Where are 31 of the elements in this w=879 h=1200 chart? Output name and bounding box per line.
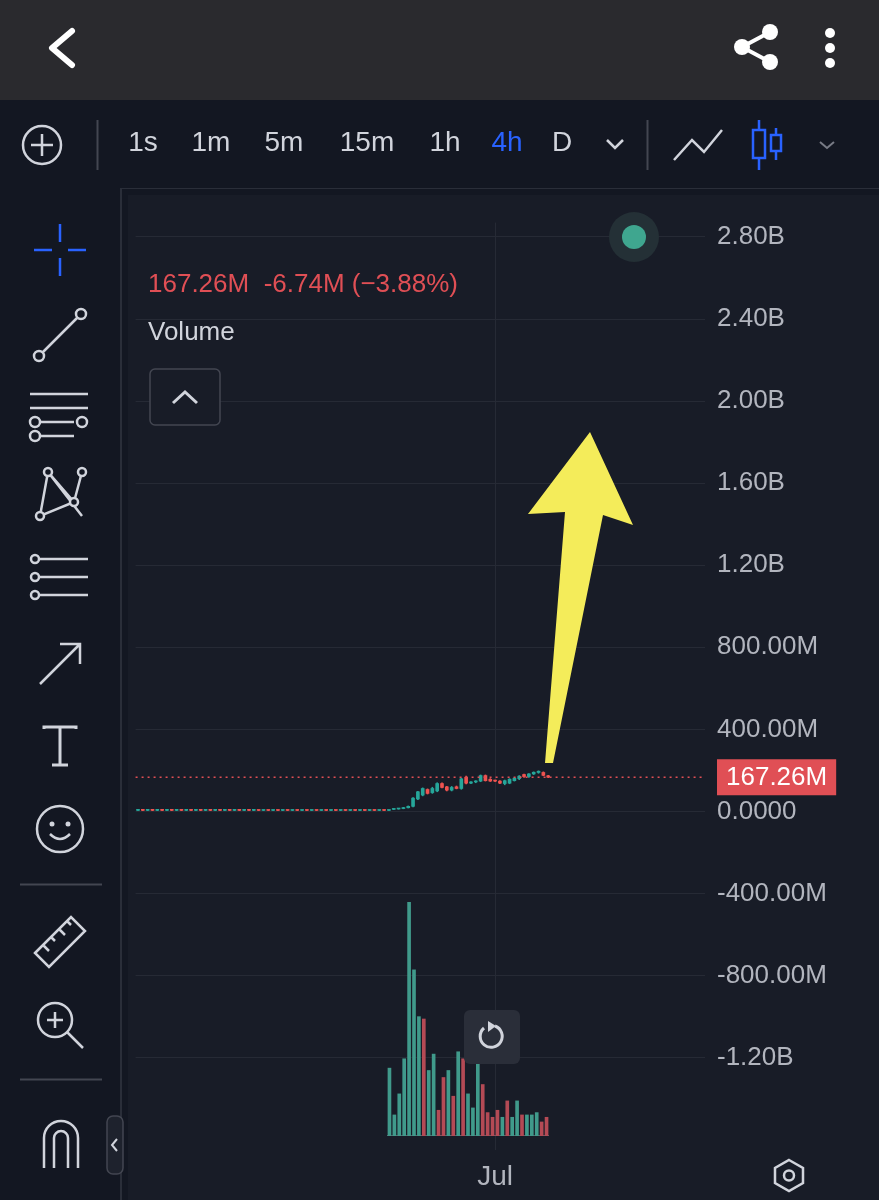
annotation: 167.26M -6.74M (−3.88%) (148, 268, 458, 299)
y-tick-label: 2.40B (717, 302, 785, 333)
x-tick-label: Jul (477, 1159, 513, 1191)
text: 1s (128, 126, 158, 158)
bar (451, 1095, 456, 1136)
text: D (551, 126, 573, 158)
bar (461, 1058, 465, 1136)
bar (475, 1063, 480, 1136)
y-tick-label: 800.00M (717, 630, 819, 661)
text: 1h (429, 126, 461, 158)
y-tick-label: 0.0000 (717, 794, 797, 825)
bar (534, 1112, 539, 1136)
y-tick-label: 1.60B (717, 466, 785, 497)
text: 4h (491, 126, 523, 158)
annotation: Volume (148, 316, 235, 347)
ref-line-label: 167.26M (726, 761, 828, 792)
bar (520, 1114, 524, 1136)
y-tick-label: -400.00M (717, 876, 827, 907)
y-tick-label: 2.00B (717, 384, 785, 415)
bar (421, 1018, 426, 1136)
bar (456, 1051, 461, 1136)
y-tick-label: -800.00M (717, 958, 827, 989)
y-tick-label: 2.80B (717, 220, 785, 251)
bar (505, 1100, 510, 1136)
text: 1m (191, 126, 231, 158)
y-tick-label: 1.20B (717, 548, 785, 579)
bar (480, 1084, 485, 1136)
y-tick-label: 400.00M (717, 712, 819, 743)
y-tick-label: -1.20B (717, 1040, 794, 1071)
text: 5m (264, 126, 304, 158)
text: 15m (339, 126, 395, 158)
